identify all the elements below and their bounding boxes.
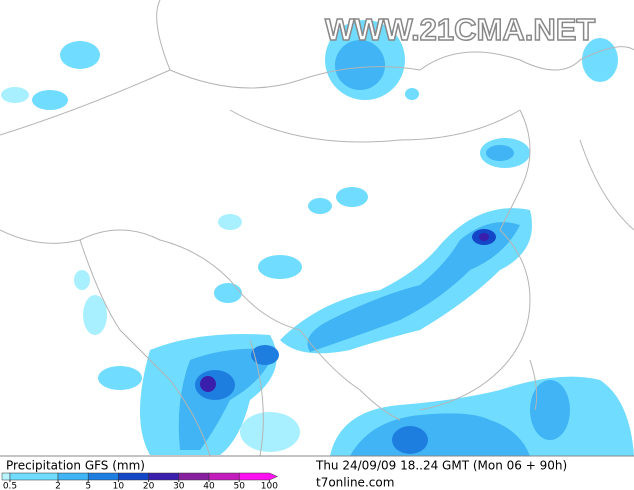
run-info: Thu 24/09/09 18..24 GMT (Mon 06 + 90h): [315, 459, 567, 473]
legend-label: 10: [113, 482, 125, 490]
legend-swatch: [148, 472, 180, 481]
borders: [0, 0, 634, 457]
legend-title: Precipitation GFS (mm): [6, 459, 145, 473]
legend-label: 40: [203, 482, 215, 490]
legend-swatch: [57, 472, 89, 481]
source: t7online.com: [316, 476, 394, 490]
legend-label: 100: [261, 482, 278, 490]
legend-label: 50: [233, 482, 245, 490]
legend-label: 20: [143, 482, 155, 490]
legend-label: 5: [85, 482, 91, 490]
legend-swatch: [178, 472, 210, 481]
watermark: WWW.21CMA.NET: [325, 12, 595, 47]
legend-swatch: [208, 472, 240, 481]
legend-label: 0.5: [3, 482, 17, 490]
legend: 0.5 2 5 10 20 30 40 50 100: [1, 472, 279, 490]
legend-swatch: [1, 472, 11, 481]
legend-swatch: [9, 472, 59, 481]
legend-swatch: [238, 472, 279, 481]
legend-label: 30: [173, 482, 185, 490]
legend-label: 2: [55, 482, 61, 490]
legend-swatch: [118, 472, 149, 481]
legend-swatch: [87, 472, 119, 481]
